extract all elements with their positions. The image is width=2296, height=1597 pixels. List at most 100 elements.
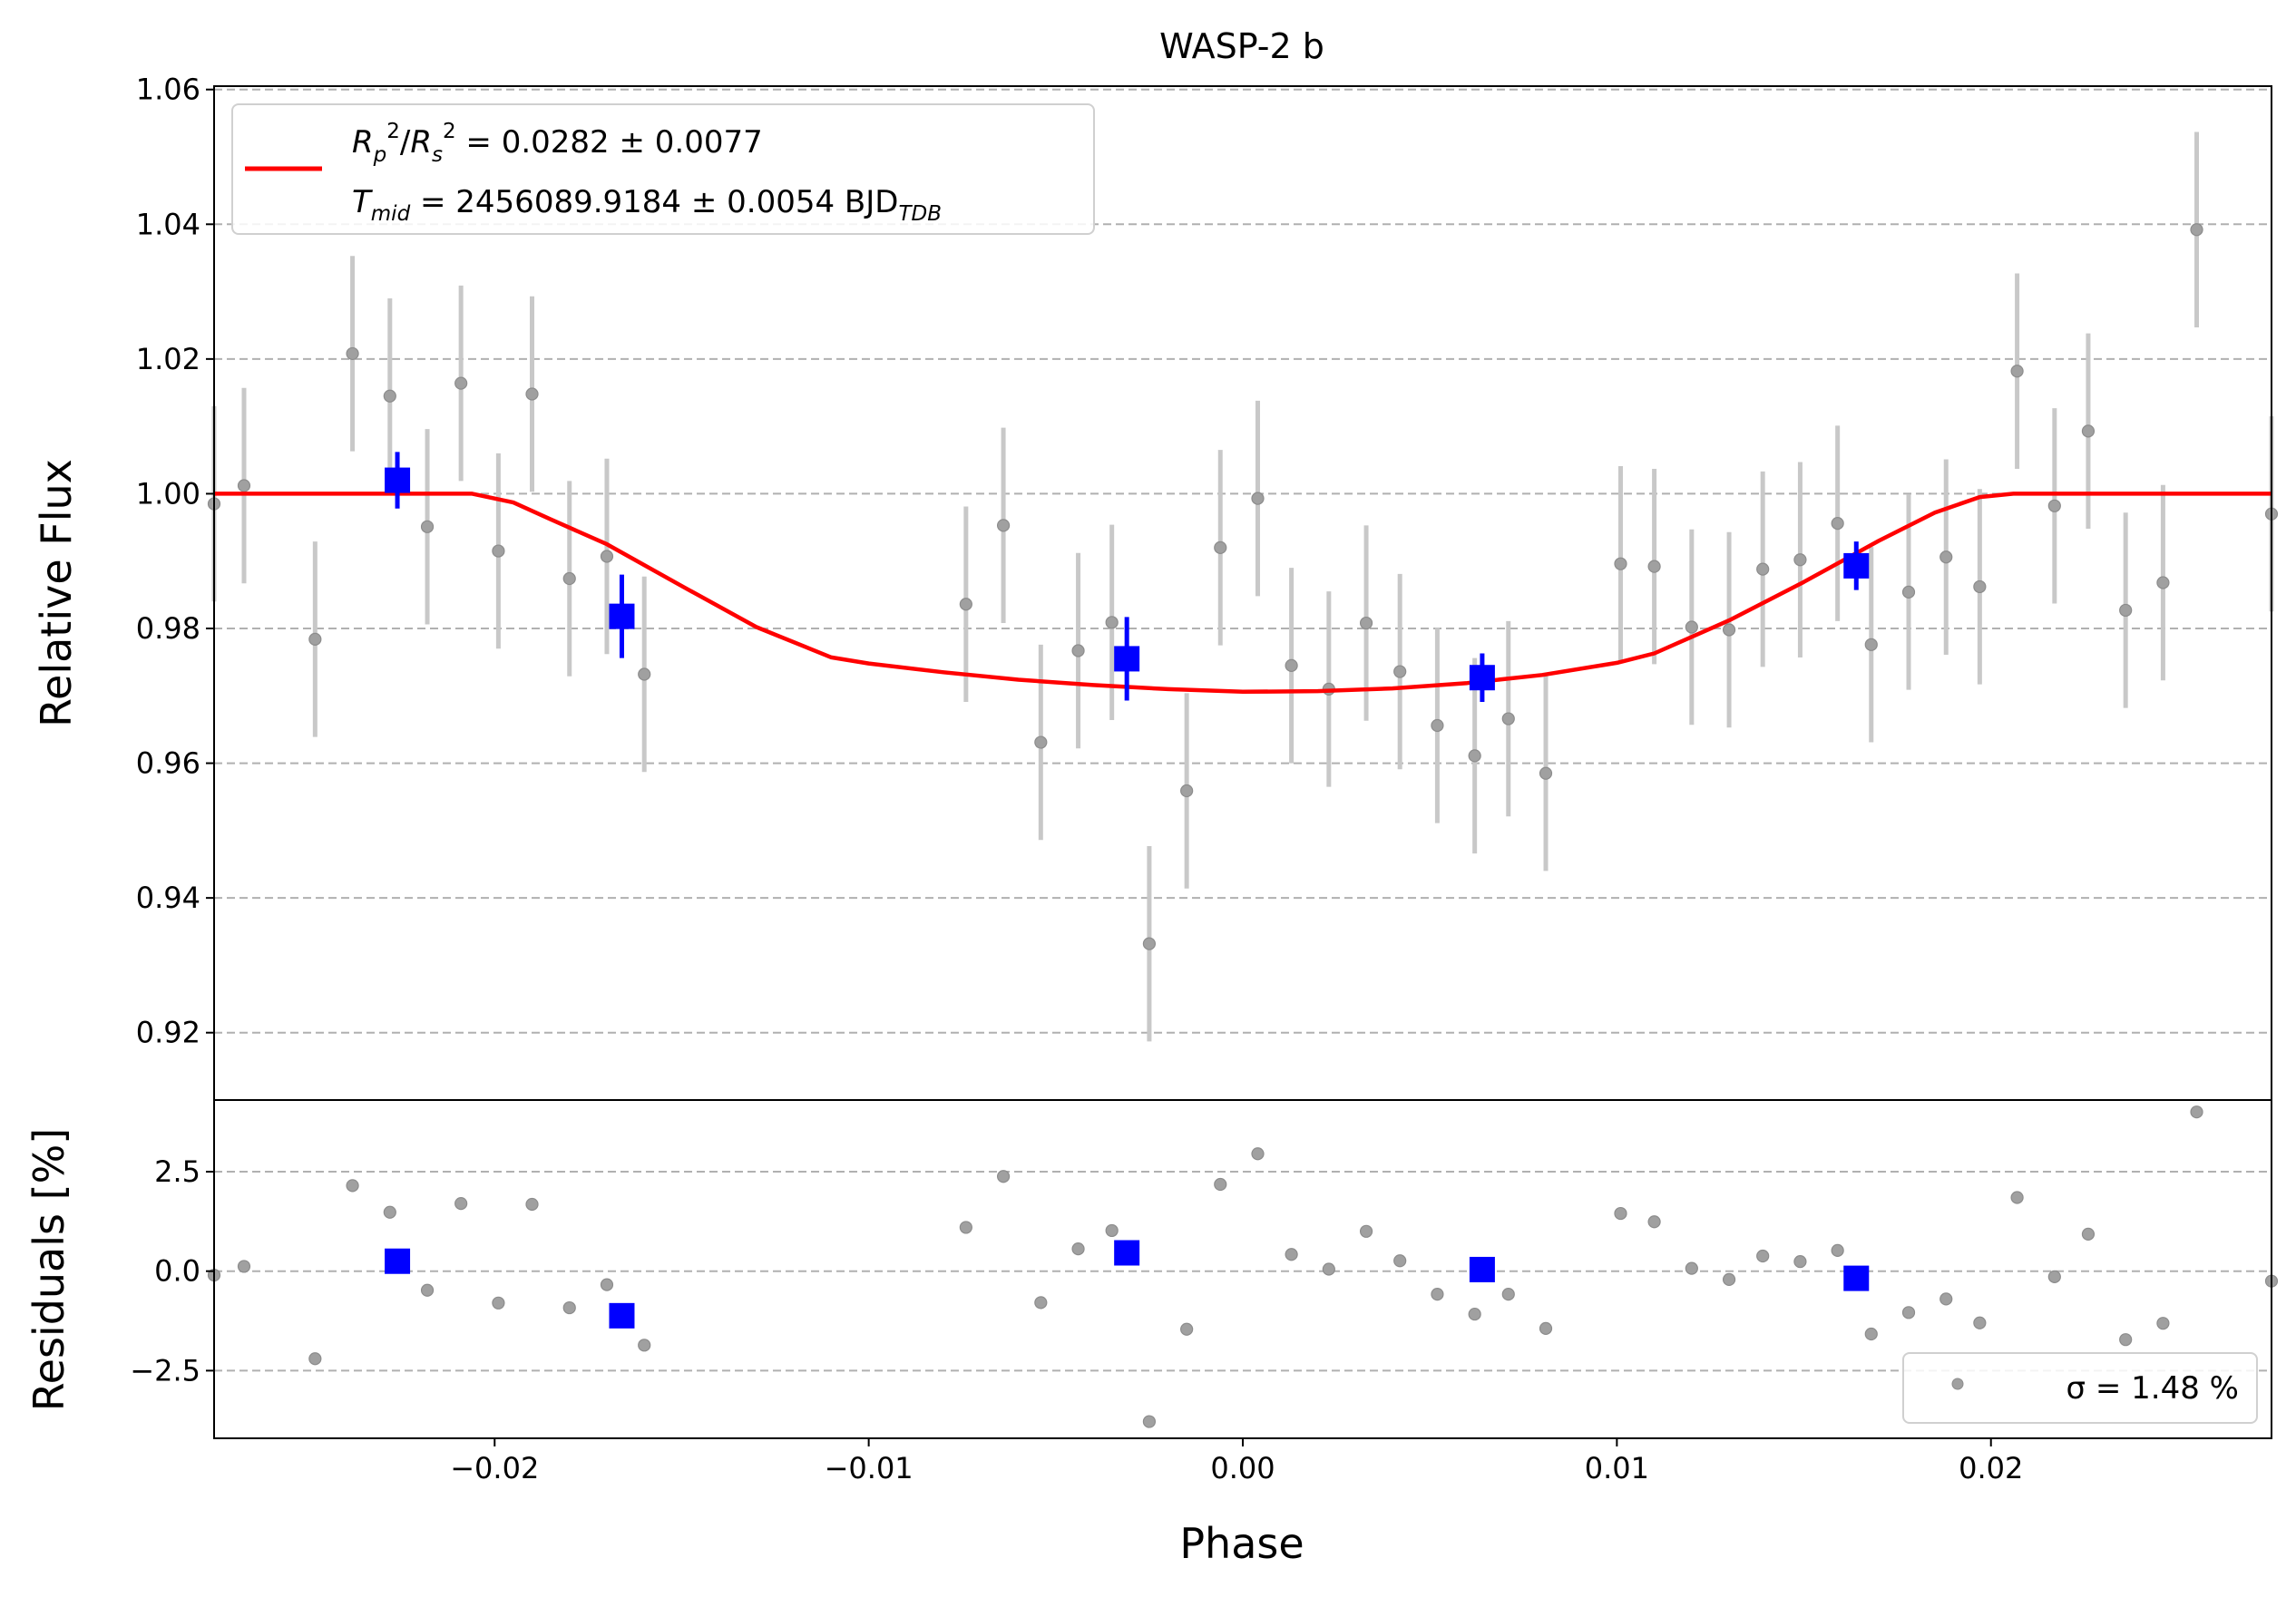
residual-point xyxy=(525,1197,539,1212)
residual-point xyxy=(959,1221,972,1234)
data-point xyxy=(525,387,539,401)
data-point xyxy=(1468,749,1481,763)
residual-binned-points xyxy=(385,1240,1870,1329)
x-tick-label: −0.02 xyxy=(450,1451,539,1485)
x-tick-label: 0.01 xyxy=(1585,1451,1649,1485)
data-point xyxy=(1685,620,1698,634)
residual-point xyxy=(600,1278,614,1291)
residual-point xyxy=(1071,1242,1085,1256)
x-tick-label: 0.02 xyxy=(1959,1451,2023,1485)
binned-point xyxy=(1843,552,1870,579)
residual-point xyxy=(1973,1316,1987,1329)
x-tick-label: −0.01 xyxy=(825,1451,914,1485)
residual-point xyxy=(308,1352,322,1366)
residual-point xyxy=(1614,1206,1627,1221)
residual-point xyxy=(2010,1191,2024,1204)
residual-binned-point xyxy=(609,1302,635,1329)
main-y-tick-label: 0.96 xyxy=(136,746,200,781)
data-point xyxy=(1105,616,1119,629)
data-point xyxy=(420,520,435,533)
main-y-tick-label: 1.00 xyxy=(136,476,200,511)
residual-point xyxy=(2190,1105,2203,1119)
residual-point xyxy=(2156,1317,2170,1330)
residual-legend: σ = 1.48 % xyxy=(1902,1352,2258,1424)
residual-point xyxy=(1539,1321,1553,1335)
data-point xyxy=(1793,553,1807,567)
residual-point xyxy=(1901,1306,1916,1319)
residual-point xyxy=(1468,1307,1481,1321)
data-point xyxy=(638,667,651,681)
legend-tmid-label: Tmid = 2456089.9184 ± 0.0054 BJDTDB xyxy=(352,184,942,226)
data-point xyxy=(600,550,614,563)
residual-y-tick-label: 0.0 xyxy=(154,1254,200,1289)
residual-point xyxy=(1864,1327,1878,1341)
residual-legend-label: σ = 1.48 % xyxy=(2066,1370,2239,1407)
residual-point xyxy=(1393,1254,1407,1268)
residual-binned-point xyxy=(1114,1240,1140,1266)
residual-binned-point xyxy=(385,1248,411,1274)
residual-point xyxy=(2119,1333,2133,1347)
data-point xyxy=(1214,540,1227,554)
residual-point xyxy=(346,1179,359,1193)
data-point xyxy=(1393,665,1407,678)
main-y-tick-label: 1.02 xyxy=(136,342,200,376)
chart-title: WASP-2 b xyxy=(1159,26,1324,66)
residual-point xyxy=(1322,1262,1335,1276)
data-point xyxy=(1285,658,1298,672)
data-point xyxy=(237,479,251,492)
residual-point xyxy=(1142,1415,1157,1428)
binned-point xyxy=(1114,646,1140,672)
legend-rp-rs-label: Rp2/Rs2 = 0.0282 ± 0.0077 xyxy=(352,120,763,167)
residual-point xyxy=(383,1205,396,1219)
residual-point xyxy=(1793,1255,1807,1269)
residual-point xyxy=(1034,1296,1048,1310)
data-point xyxy=(1501,712,1515,725)
residual-y-tick-label: −2.5 xyxy=(130,1353,200,1388)
data-point xyxy=(996,519,1011,532)
data-point xyxy=(1539,766,1553,780)
data-point xyxy=(1359,616,1373,630)
data-point xyxy=(2190,223,2203,237)
residual-point xyxy=(1251,1147,1265,1161)
data-point xyxy=(562,571,576,586)
data-point xyxy=(1939,550,1953,564)
main-data-points xyxy=(207,223,2279,950)
residual-point xyxy=(1756,1249,1770,1263)
data-point xyxy=(1756,562,1770,576)
main-y-tick-label: 0.98 xyxy=(136,611,200,646)
data-point xyxy=(1864,638,1878,651)
main-y-tick-label: 1.06 xyxy=(136,73,200,107)
residual-legend-box xyxy=(1902,1352,2258,1424)
residual-point xyxy=(1214,1177,1227,1192)
main-gridlines xyxy=(214,88,2272,1034)
data-point xyxy=(454,376,468,390)
residual-point xyxy=(1285,1248,1298,1261)
main-y-tick-label: 1.04 xyxy=(136,207,200,241)
residual-point xyxy=(562,1300,576,1315)
residual-y-ticks: −2.5 0.0 2.5 xyxy=(130,1154,214,1388)
data-point xyxy=(1647,560,1661,573)
residual-y-axis-title: Residuals [%] xyxy=(24,1128,73,1411)
residual-point xyxy=(1722,1272,1736,1287)
residual-point xyxy=(1105,1223,1119,1238)
main-legend: Rp2/Rs2 = 0.0282 ± 0.0077 Tmid = 2456089… xyxy=(231,103,1095,235)
x-axis-title: Phase xyxy=(1179,1519,1304,1568)
main-binned-points xyxy=(385,452,1870,702)
residual-binned-point xyxy=(1843,1265,1870,1291)
data-point xyxy=(492,544,505,558)
residual-y-tick-label: 2.5 xyxy=(154,1154,200,1189)
main-y-axis-title: Relative Flux xyxy=(32,459,81,727)
data-point xyxy=(2081,424,2096,438)
data-point xyxy=(1180,784,1194,798)
data-point xyxy=(1071,644,1085,657)
x-tick-label: 0.00 xyxy=(1210,1451,1275,1485)
residual-point xyxy=(1939,1292,1953,1306)
data-point xyxy=(383,389,396,403)
data-point xyxy=(2156,576,2170,589)
binned-point xyxy=(385,467,411,493)
main-legend-box xyxy=(231,103,1095,235)
residual-point xyxy=(237,1260,251,1273)
residual-plot-frame xyxy=(213,1099,2272,1439)
residual-point xyxy=(996,1170,1011,1183)
